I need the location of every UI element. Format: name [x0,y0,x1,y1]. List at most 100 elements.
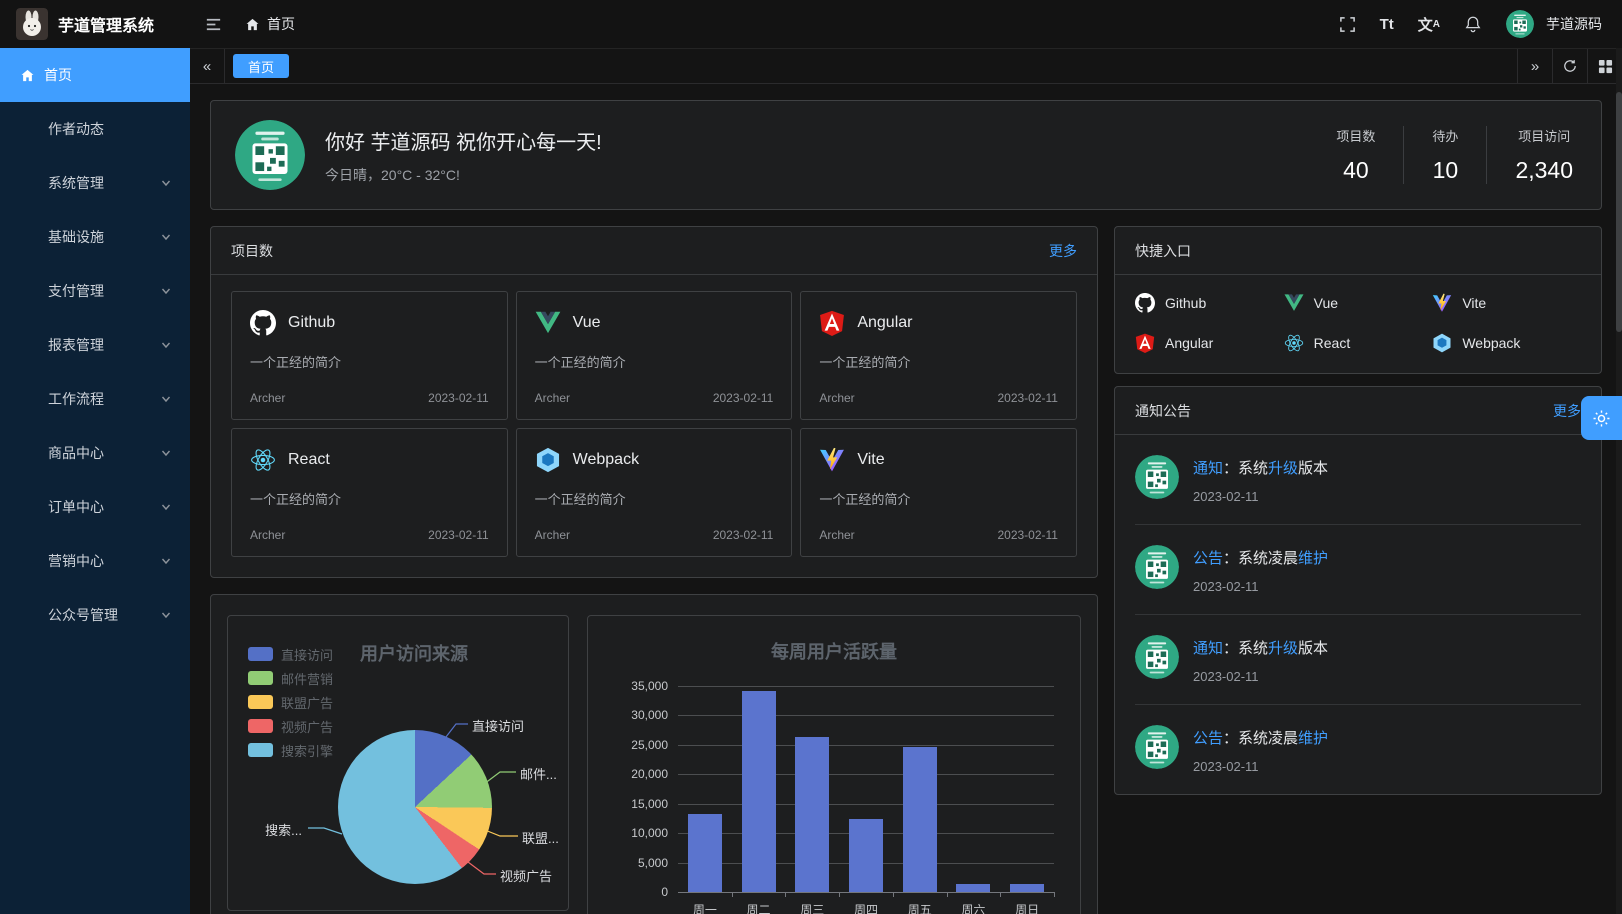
bell-icon[interactable] [1464,15,1482,33]
settings-fab[interactable] [1581,396,1622,440]
breadcrumb-item-home[interactable]: 首页 [267,16,295,32]
notice-title: 通知：系统升级版本 [1193,460,1329,477]
shortcut-angular[interactable]: Angular [1135,333,1284,353]
project-name: Github [288,314,336,331]
notice-item[interactable]: 公告：系统凌晨维护 2023-02-11 [1135,704,1581,794]
sidebar-item-author[interactable]: 作者动态 [0,102,190,156]
shortcut-github[interactable]: Github [1135,293,1284,313]
shortcut-vue[interactable]: Vue [1284,293,1433,313]
x-axis-label: 周四 [853,903,878,914]
legend-item[interactable]: 搜索引擎 [248,738,333,762]
sidebar-item-marketing[interactable]: 营销中心 [0,534,190,588]
sidebar-item-home[interactable]: 首页 [0,48,190,102]
notice-qr-avatar [1135,635,1179,679]
tabs-collapse-button[interactable]: « [190,49,225,83]
shortcut-label: React [1313,335,1351,351]
legend-item[interactable]: 邮件营销 [248,666,333,690]
x-axis-tick [946,892,948,897]
rabbit-logo-icon [16,8,48,40]
tab-home[interactable]: 首页 [233,54,290,78]
chevron-down-icon [160,177,172,189]
project-description: 一个正经的简介 [534,355,626,370]
app-logo [16,8,48,40]
react-icon [1284,333,1304,353]
refresh-button[interactable] [1552,49,1587,83]
project-card-header: Vue [535,310,774,336]
x-axis-tick [785,892,787,897]
chevron-down-icon [160,501,172,513]
project-card-header: Webpack [535,447,774,473]
project-description: 一个正经的简介 [819,492,911,507]
menu-fold-icon[interactable] [204,15,223,34]
sidebar-item-product[interactable]: 商品中心 [0,426,190,480]
y-axis-label: 30,000 [631,708,668,723]
chevron-down-icon [160,447,172,459]
profile-qr-avatar [235,120,305,190]
pie-slice-label: 直接访问 [472,719,525,734]
project-card-vite[interactable]: Vite 一个正经的简介 Archer 2023-02-11 [800,428,1077,557]
project-card-angular[interactable]: Angular 一个正经的简介 Archer 2023-02-11 [800,291,1077,420]
project-footer: Archer 2023-02-11 [819,391,1058,405]
project-card-header: Angular [819,310,1058,336]
webpack-icon [535,447,561,473]
notice-item[interactable]: 通知：系统升级版本 2023-02-11 [1135,614,1581,704]
legend-label: 视频广告 [281,719,334,735]
notice-body: 公告：系统凌晨维护 2023-02-11 [1193,545,1328,594]
x-axis-tick [1000,892,1002,897]
fullscreen-icon[interactable] [1339,16,1356,33]
sidebar-item-label: 公众号管理 [48,607,118,623]
notice-date: 2023-02-11 [1193,579,1259,594]
tabs-expand-button[interactable]: » [1517,49,1552,83]
project-card-vue[interactable]: Vue 一个正经的简介 Archer 2023-02-11 [515,291,793,420]
sidebar-item-label: 支付管理 [48,283,104,299]
stat-visits: 项目访问 2,340 [1486,126,1577,184]
notice-title: 通知：系统升级版本 [1193,640,1329,657]
shortcut-vite[interactable]: Vite [1432,293,1581,313]
notice-body: 公告：系统凌晨维护 2023-02-11 [1193,725,1328,774]
chevron-down-icon [160,393,172,405]
tabbar: « 首页 » [190,48,1622,84]
notice-item[interactable]: 通知：系统升级版本 2023-02-11 [1135,435,1581,524]
sidebar-item-infra[interactable]: 基础设施 [0,210,190,264]
scrollbar-thumb[interactable] [1616,92,1622,332]
username[interactable]: 芋道源码 [1546,16,1602,32]
legend-item[interactable]: 视频广告 [248,714,333,738]
project-card-webpack[interactable]: Webpack 一个正经的简介 Archer 2023-02-11 [515,428,793,557]
shortcuts-card-title: 快捷入口 [1135,242,1191,259]
shortcut-webpack[interactable]: Webpack [1432,333,1581,353]
project-footer: Archer 2023-02-11 [250,528,489,542]
logo-area: 芋道管理系统 [0,8,190,40]
project-card-github[interactable]: Github 一个正经的简介 Archer 2023-02-11 [231,291,508,420]
webpack-icon [1432,333,1452,353]
sidebar-item-label: 首页 [44,67,72,83]
stat-value: 40 [1343,157,1369,183]
gridline [678,803,1054,805]
layout-grid-button[interactable] [1587,49,1622,83]
sidebar-item-workflow[interactable]: 工作流程 [0,372,190,426]
legend-item[interactable]: 联盟广告 [248,690,333,714]
pie-chart-panel: 用户访问来源 直接访问 邮件营销 联盟广告 视频广告 搜索引擎 直接访问 邮件... 联盟.… [227,615,569,911]
sidebar-item-system[interactable]: 系统管理 [0,156,190,210]
sidebar-item-order[interactable]: 订单中心 [0,480,190,534]
project-description: 一个正经的简介 [534,492,626,507]
user-avatar[interactable] [1506,10,1534,38]
project-date: 2023-02-11 [997,528,1058,542]
project-card-react[interactable]: React 一个正经的简介 Archer 2023-02-11 [231,428,508,557]
legend-item[interactable]: 直接访问 [248,642,333,666]
x-axis-label: 周二 [746,903,771,914]
sidebar-item-pay[interactable]: 支付管理 [0,264,190,318]
sidebar-item-report[interactable]: 报表管理 [0,318,190,372]
project-name: Angular [857,314,913,331]
bar-周三 [795,737,830,892]
projects-more-link[interactable]: 更多 [1049,242,1077,259]
shortcuts-card: 快捷入口 Github Vue Vite Angular React Webpack [1114,226,1602,374]
notices-more-link[interactable]: 更多 [1553,402,1581,419]
scrollbar-track [1616,48,1622,914]
font-size-icon[interactable]: Tt [1379,15,1394,33]
x-axis-label: 周五 [907,903,932,914]
notice-item[interactable]: 公告：系统凌晨维护 2023-02-11 [1135,524,1581,614]
sidebar-item-mp[interactable]: 公众号管理 [0,588,190,642]
shortcut-react[interactable]: React [1284,333,1433,353]
notice-date: 2023-02-11 [1193,759,1259,774]
